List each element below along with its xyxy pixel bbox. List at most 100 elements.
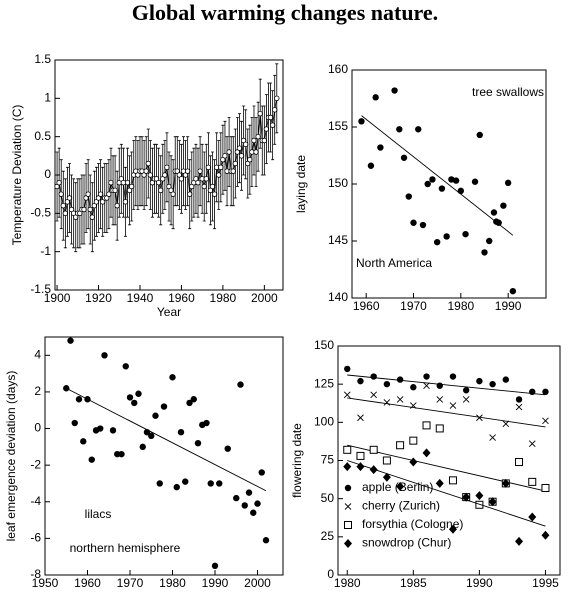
point	[135, 390, 142, 397]
x-axis-label: Year	[157, 305, 181, 319]
point	[476, 414, 483, 422]
point	[423, 382, 430, 390]
point	[490, 209, 498, 216]
point	[118, 450, 125, 458]
plot-frame	[44, 336, 284, 576]
point	[509, 287, 517, 295]
x-tick-label: 2000	[251, 291, 278, 305]
y-tick-label: 1	[44, 91, 51, 105]
x-tick-label: 1980	[334, 576, 361, 590]
point	[382, 472, 391, 482]
point	[344, 521, 352, 529]
x-tick-label: 1970	[400, 299, 427, 313]
y-tick-label: 2	[34, 384, 41, 398]
point	[372, 94, 379, 101]
point	[170, 191, 176, 197]
y-tick-label: 75	[321, 453, 335, 467]
point	[369, 465, 378, 475]
point	[343, 462, 352, 472]
point	[405, 193, 412, 200]
point	[162, 172, 168, 178]
point	[66, 195, 73, 201]
y-tick-label: 150	[314, 338, 334, 352]
y-tick-label: -4	[30, 494, 41, 508]
point	[226, 149, 232, 155]
point	[258, 469, 265, 476]
y-axis-label: flowering date	[290, 423, 304, 498]
point	[237, 381, 244, 388]
point	[489, 434, 496, 441]
point	[449, 373, 457, 380]
x-tick-label: 1970	[117, 576, 144, 590]
point	[242, 141, 249, 148]
point	[253, 149, 259, 155]
point	[435, 424, 444, 433]
point	[504, 179, 512, 187]
point	[58, 191, 64, 197]
point	[122, 199, 129, 205]
point	[476, 377, 483, 385]
point	[396, 396, 404, 403]
point	[476, 131, 483, 139]
x-tick-label: 1995	[532, 576, 559, 590]
trend-line	[347, 397, 546, 428]
point	[201, 183, 207, 190]
point	[145, 160, 151, 167]
point	[182, 478, 189, 485]
x-tick-label: 1960	[168, 291, 195, 305]
point	[88, 456, 95, 463]
point	[515, 396, 523, 403]
point	[422, 448, 431, 458]
point	[126, 394, 134, 401]
point	[528, 477, 537, 486]
point	[424, 180, 431, 188]
point	[186, 399, 193, 407]
point	[423, 373, 430, 380]
point	[356, 462, 365, 472]
point	[438, 185, 446, 192]
point	[502, 420, 510, 428]
point	[488, 497, 497, 507]
point	[230, 168, 236, 174]
point	[495, 219, 502, 226]
x-tick-label: 1990	[202, 576, 229, 590]
point	[71, 419, 78, 427]
y-tick-label: 0	[34, 421, 41, 435]
y-tick-label: 0	[44, 167, 51, 181]
point	[436, 396, 444, 403]
point	[475, 500, 484, 509]
point	[160, 403, 168, 410]
point	[409, 457, 418, 467]
point	[383, 399, 391, 406]
x-tick-label: 1900	[44, 291, 71, 305]
point	[97, 191, 104, 197]
point	[344, 539, 352, 548]
point	[481, 249, 488, 256]
y-tick-label: -2	[30, 457, 41, 471]
point	[147, 172, 154, 178]
point	[62, 210, 69, 217]
point	[108, 179, 114, 186]
point	[114, 202, 120, 209]
y-tick-label: 4	[34, 347, 41, 361]
trend-line	[361, 115, 514, 236]
point	[515, 536, 524, 546]
point	[139, 443, 146, 451]
point	[370, 373, 377, 380]
legend-label: forsythia (Cologne)	[362, 517, 463, 531]
annotation: northern hemisphere	[70, 541, 181, 555]
point	[122, 363, 129, 370]
point	[449, 402, 457, 409]
point	[529, 388, 536, 395]
point	[251, 137, 257, 144]
y-tick-label: 125	[314, 376, 334, 390]
point	[541, 530, 550, 540]
point	[274, 95, 280, 102]
point	[233, 494, 240, 502]
legend-label: snowdrop (Chur)	[362, 536, 451, 550]
point	[184, 168, 191, 174]
point	[462, 387, 470, 394]
point	[343, 391, 351, 399]
x-tick-label: 1990	[466, 576, 493, 590]
point	[356, 451, 365, 460]
